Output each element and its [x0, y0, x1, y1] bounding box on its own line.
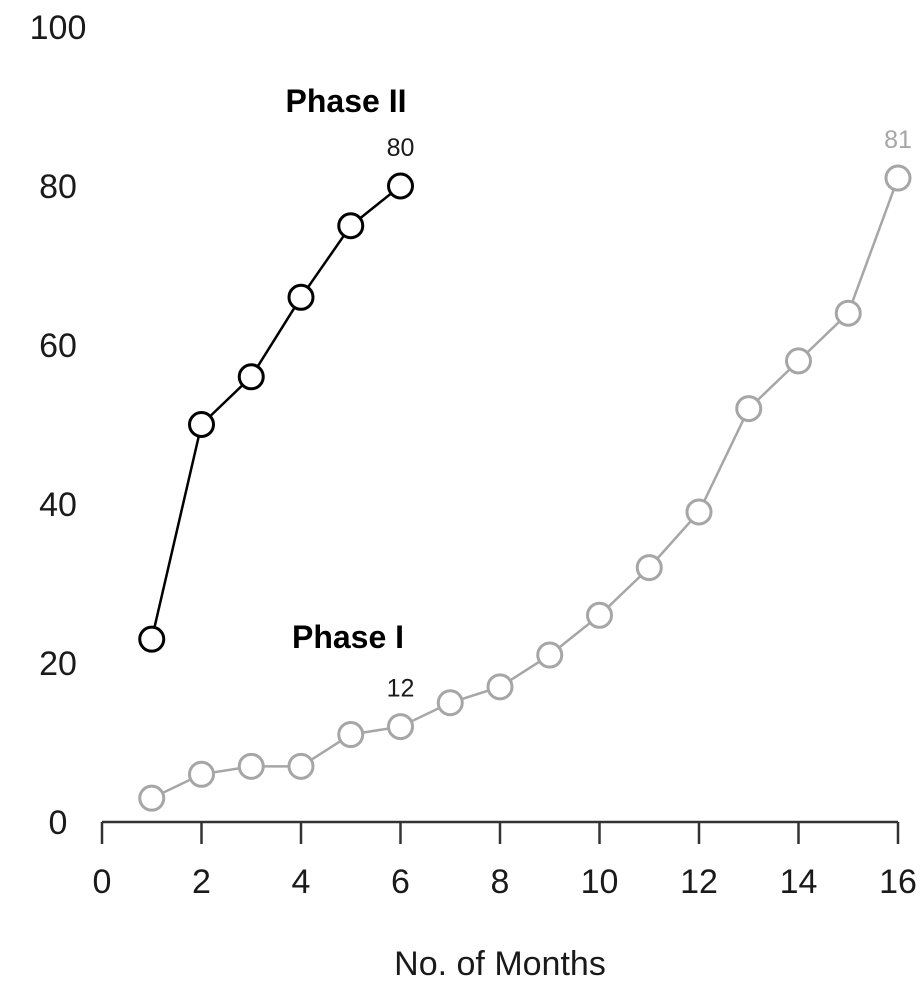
data-point — [834, 299, 862, 327]
data-point — [237, 363, 265, 391]
y-tick-label: 60 — [39, 327, 77, 365]
y-tick-label: 80 — [39, 168, 77, 206]
data-label: 12 — [387, 675, 415, 703]
data-point — [685, 498, 713, 526]
data-point — [138, 784, 166, 812]
x-tick-label: 14 — [780, 863, 818, 901]
data-point — [237, 752, 265, 780]
series-label-phase-i: Phase I — [292, 619, 404, 655]
series-layer: 12 81 80 — [138, 126, 912, 812]
data-point — [536, 641, 564, 669]
data-point — [586, 601, 613, 629]
data-point — [188, 760, 215, 788]
data-point — [188, 411, 215, 438]
data-point — [337, 721, 365, 749]
data-point — [387, 713, 414, 741]
x-axis-label: No. of Months — [394, 945, 606, 983]
series-line-phase-i — [151, 177, 900, 800]
x-tick-label: 6 — [391, 863, 410, 901]
data-point — [785, 347, 812, 375]
data-point — [635, 554, 663, 582]
data-point — [387, 172, 414, 200]
series-phase-i: 12 81 — [138, 126, 912, 812]
y-tick-label: 40 — [39, 486, 77, 524]
data-point — [735, 395, 763, 423]
data-point — [138, 625, 166, 653]
y-tick-label: 100 — [30, 9, 87, 47]
data-point — [337, 212, 365, 240]
series-phase-ii: 80 — [138, 134, 415, 653]
data-point — [436, 689, 464, 717]
x-tick-label: 2 — [192, 863, 211, 901]
x-tick-label: 12 — [680, 863, 718, 901]
x-axis: 0 2 4 6 8 10 12 14 16 — [93, 820, 917, 901]
y-axis-ticks: 0 20 40 60 80 100 — [30, 9, 87, 842]
x-tick-label: 10 — [581, 863, 619, 901]
data-point — [287, 283, 315, 311]
series-line-phase-ii — [150, 185, 402, 640]
x-tick-label: 16 — [879, 863, 917, 901]
data-point — [287, 752, 315, 780]
series-label-phase-ii: Phase II — [286, 83, 407, 119]
data-label: 80 — [387, 134, 415, 162]
data-point — [884, 164, 912, 192]
y-tick-label: 20 — [39, 645, 77, 683]
x-tick-label: 0 — [93, 863, 112, 901]
x-tick-label: 8 — [491, 863, 510, 901]
data-label: 81 — [884, 126, 912, 154]
data-point — [486, 673, 514, 701]
x-tick-label: 4 — [292, 863, 311, 901]
y-tick-label: 0 — [49, 804, 68, 842]
